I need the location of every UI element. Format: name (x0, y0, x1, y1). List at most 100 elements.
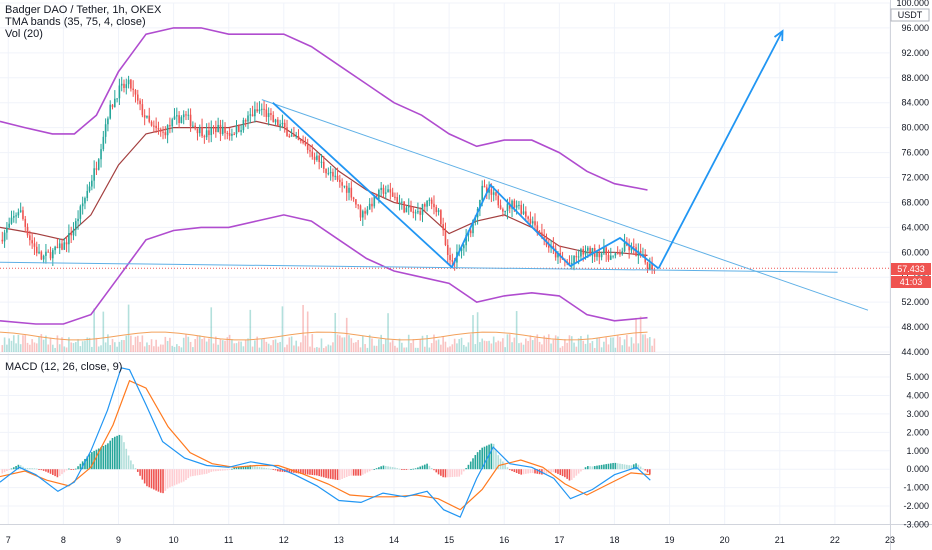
time-scale[interactable]: 7 8 9 10 11 12 13 14 15 16 17 18 19 20 21 22 23 (6, 535, 895, 545)
arrow-head[interactable] (773, 29, 784, 42)
macd-tick-label: -1.000 (903, 483, 929, 493)
tma-legend[interactable]: TMA bands (35, 75, 4, close) (5, 16, 146, 28)
candle-body (242, 120, 245, 131)
candle-body (460, 248, 463, 251)
macd-legend[interactable]: MACD (12, 26, close, 9) (5, 361, 123, 373)
volume-bar (467, 342, 470, 352)
macd-histogram-bar (603, 464, 605, 470)
candle-body (288, 135, 291, 137)
candle-body (485, 187, 488, 193)
volume-bar (632, 343, 635, 352)
volume-bar (391, 340, 394, 352)
candle-body (394, 196, 396, 198)
volume-bar (219, 339, 222, 352)
candle-body (527, 216, 529, 219)
candle-body (600, 253, 603, 258)
macd-histogram-bar (63, 469, 66, 473)
macd-histogram-bar (435, 469, 438, 473)
countdown-tag (891, 276, 931, 288)
macd-histogram-bar (552, 469, 555, 473)
macd-histogram-bar (375, 468, 378, 470)
macd-histogram-bar (155, 469, 157, 491)
macd-histogram-bar (612, 462, 614, 470)
macd-histogram-bar (428, 465, 431, 470)
candle-body (575, 255, 578, 258)
macd-histogram-bar (33, 468, 36, 470)
macd-histogram-bar (265, 468, 268, 470)
volume-bar (93, 308, 95, 352)
macd-tick-label: -2.000 (903, 501, 929, 511)
macd-histogram-bar (70, 469, 72, 470)
candle-body (52, 250, 54, 259)
candle-body (364, 211, 366, 214)
volume-bar (596, 338, 598, 352)
volume-bar (508, 334, 511, 352)
macd-scale[interactable]: 5.000 4.000 3.000 2.000 1.000 0.000 -1.000 -2.0… (903, 372, 929, 529)
macd-histogram-bar (182, 469, 185, 482)
macd-histogram-bar (217, 469, 219, 471)
volume-bar (228, 334, 231, 352)
volume-bar (357, 339, 360, 352)
macd-histogram-bar (212, 469, 215, 472)
candle-body (304, 143, 307, 145)
volume-bar (139, 341, 141, 352)
volume-bar (125, 335, 128, 352)
macd-histogram-bar (203, 469, 206, 475)
price-scale[interactable]: 100.000 96.000 92.000 88.000 84.000 80.000 76.… (896, 0, 929, 357)
candle-body (79, 206, 82, 219)
macd-histogram-bar (84, 458, 86, 470)
macd-histogram-bar (451, 469, 454, 477)
macd-histogram-bar (224, 469, 226, 471)
candle-body (568, 262, 571, 265)
trendline[interactable] (261, 99, 869, 311)
candle-body (430, 199, 433, 204)
macd-histogram-bar (577, 469, 580, 474)
volume-bar (109, 345, 112, 352)
volume-bar (492, 336, 495, 352)
candle-body (570, 263, 573, 265)
volume-bar (520, 342, 523, 352)
vol-legend[interactable]: Vol (20) (5, 28, 43, 40)
currency-badge[interactable] (890, 8, 930, 22)
macd-histogram-bar (352, 469, 355, 476)
trendline[interactable] (0, 261, 838, 273)
volume-bar (449, 346, 451, 352)
macd-histogram-bar (251, 465, 254, 470)
projection-arrow[interactable] (657, 30, 784, 269)
macd-histogram-bar (176, 469, 178, 485)
macd-histogram-bar (527, 469, 529, 474)
volume-bars (0, 304, 656, 352)
symbol-title[interactable]: Badger DAO / Tether, 1h, OKEX (5, 4, 162, 16)
candle-body (290, 135, 293, 137)
candle-body (345, 185, 348, 193)
candle-body (343, 185, 346, 187)
volume-bar (6, 344, 8, 352)
macd-histogram-bar (125, 448, 128, 470)
macd-histogram-bar (554, 469, 557, 473)
volume-bar (421, 335, 424, 352)
macd-histogram-bar (320, 469, 323, 477)
volume-bar (373, 345, 376, 352)
volume-bar (164, 336, 167, 352)
macd-histogram-bar (474, 455, 477, 470)
volume-bar (469, 334, 472, 352)
macd-histogram-bar (378, 467, 380, 470)
volume-bar (279, 341, 281, 352)
volume-bar (263, 338, 265, 352)
volume-bar (444, 341, 447, 352)
volume-bar (52, 344, 54, 352)
volume-bar (210, 307, 213, 352)
macd-histogram-bar (325, 469, 327, 478)
macd-histogram-bar (141, 469, 144, 480)
macd-histogram-bar (38, 469, 40, 470)
macd-histogram-bar (368, 469, 371, 472)
candle-body (490, 189, 493, 195)
zigzag-pattern[interactable] (272, 102, 660, 270)
macd-histogram-bar (157, 469, 160, 492)
drawings[interactable] (0, 29, 890, 311)
price-tick-label: 68.000 (901, 197, 929, 207)
volume-ma-line (0, 331, 648, 341)
candle-body (534, 221, 536, 226)
macd-histogram-bar (632, 464, 635, 470)
